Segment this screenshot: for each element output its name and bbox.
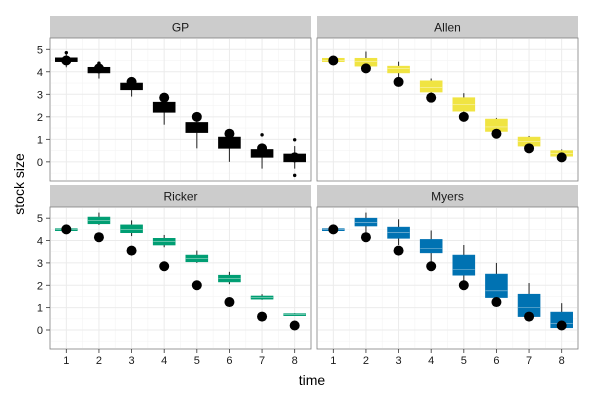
box <box>419 239 443 254</box>
panel-myers: Myers 1 2 3 4 5 6 7 8 <box>316 185 579 367</box>
observed-point <box>61 55 72 66</box>
observed-point <box>224 297 235 308</box>
box <box>185 122 209 133</box>
facet-strip <box>317 185 578 207</box>
observed-point <box>328 55 339 66</box>
x-axis-title: time <box>299 372 326 388</box>
y-tick-label: 1 <box>37 134 43 146</box>
observed-point <box>458 280 469 291</box>
panel-ricker: Ricker 0 1 2 3 4 5 1 2 3 4 5 6 7 8 <box>37 185 312 367</box>
observed-point <box>426 92 437 103</box>
observed-point <box>426 261 437 272</box>
observed-point <box>360 63 371 74</box>
y-tick-label: 3 <box>37 258 43 270</box>
outlier-point <box>64 50 69 55</box>
facet-strip <box>317 16 578 38</box>
observed-point <box>224 128 235 139</box>
x-tick-label: 6 <box>493 355 499 367</box>
box <box>283 313 306 316</box>
x-tick-label: 3 <box>396 355 402 367</box>
y-tick-label: 4 <box>37 236 43 248</box>
observed-point <box>289 320 300 331</box>
x-tick-label: 2 <box>96 355 102 367</box>
box <box>354 217 378 227</box>
x-tick-label: 7 <box>259 355 265 367</box>
observed-point <box>491 297 502 308</box>
x-tick-label: 8 <box>559 355 565 367</box>
y-tick-label: 0 <box>37 157 43 169</box>
outlier-point <box>260 133 264 137</box>
observed-point <box>61 224 72 235</box>
x-tick-label: 8 <box>292 355 298 367</box>
observed-point <box>393 76 404 87</box>
observed-point <box>257 311 268 322</box>
y-tick-label: 5 <box>37 213 43 225</box>
x-tick-label: 1 <box>330 355 336 367</box>
observed-point <box>328 224 339 235</box>
observed-point <box>191 111 202 122</box>
box <box>120 224 143 234</box>
x-tick-label: 4 <box>161 355 167 367</box>
x-tick-label: 1 <box>63 355 69 367</box>
panel-gp: GP 0 1 2 3 4 5 <box>37 16 312 182</box>
y-tick-label: 3 <box>37 89 43 101</box>
facet-strip-label: Allen <box>434 21 461 35</box>
observed-point <box>126 76 137 87</box>
facet-strip-label: Myers <box>431 190 464 204</box>
observed-point <box>524 143 535 154</box>
y-tick-label: 5 <box>37 44 43 56</box>
y-tick-label: 2 <box>37 112 43 124</box>
y-axis-title: stock size <box>11 153 27 215</box>
box <box>419 80 443 93</box>
facet-strip <box>50 16 311 38</box>
observed-point <box>159 92 170 103</box>
observed-point <box>360 232 371 243</box>
observed-point <box>458 111 469 122</box>
facet-strip <box>50 185 311 207</box>
observed-point <box>126 245 137 256</box>
observed-point <box>93 232 104 243</box>
box <box>485 273 508 298</box>
x-tick-label: 5 <box>461 355 467 367</box>
box <box>152 101 176 113</box>
y-tick-label: 4 <box>37 67 43 79</box>
outlier-point <box>292 173 297 178</box>
x-tick-label: 4 <box>428 355 434 367</box>
observed-point <box>159 261 170 272</box>
y-tick-label: 1 <box>37 303 43 315</box>
observed-point <box>191 280 202 291</box>
observed-point <box>289 152 300 163</box>
x-tick-label: 3 <box>129 355 135 367</box>
facet-panels: GP 0 1 2 3 4 5 Allen Ricker 0 1 2 3 4 5 1 2 3 4 5 6 7 8 Myers 1 2… <box>37 16 579 367</box>
panel-allen: Allen <box>316 16 579 182</box>
observed-point <box>257 143 268 154</box>
box <box>387 65 410 74</box>
observed-point <box>556 152 567 163</box>
y-tick-label: 0 <box>37 325 43 337</box>
x-tick-label: 7 <box>526 355 532 367</box>
y-tick-label: 2 <box>37 280 43 292</box>
observed-point <box>93 63 104 74</box>
facet-strip-label: GP <box>172 21 189 35</box>
outlier-point <box>292 138 297 142</box>
box <box>452 254 476 276</box>
observed-point <box>491 128 502 139</box>
x-tick-label: 2 <box>363 355 369 367</box>
observed-point <box>556 320 567 331</box>
facet-strip-label: Ricker <box>163 190 197 204</box>
observed-point <box>393 245 404 256</box>
x-tick-label: 5 <box>194 355 200 367</box>
observed-point <box>524 311 535 322</box>
x-tick-label: 6 <box>226 355 232 367</box>
